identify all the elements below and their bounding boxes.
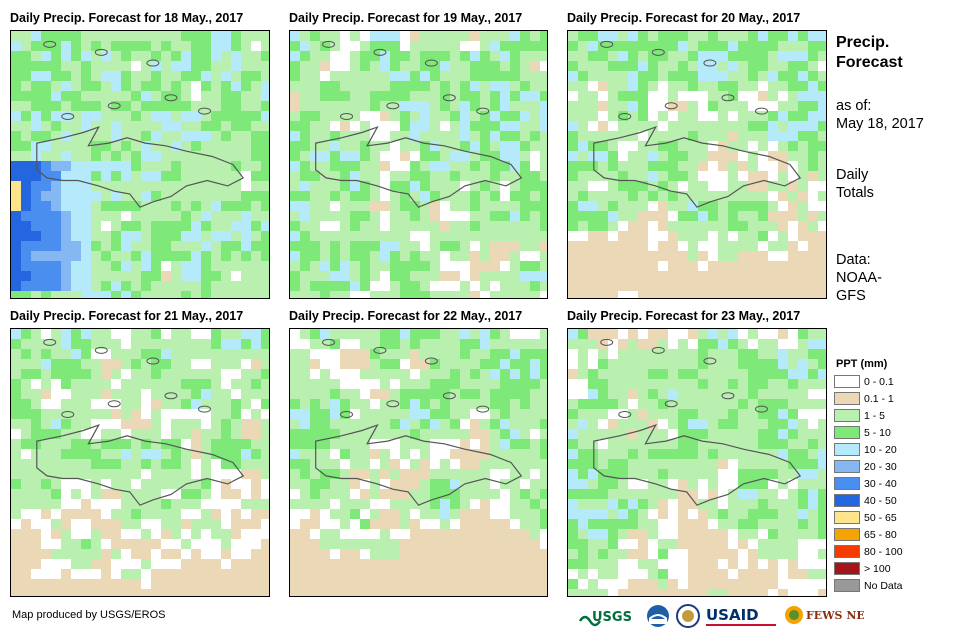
coastline xyxy=(315,424,523,506)
legend-item: 5 - 10 xyxy=(834,424,934,441)
panel-title-4: Daily Precip. Forecast for 21 May., 2017 xyxy=(10,309,244,323)
usaid-logo: USAID xyxy=(706,606,776,626)
svg-text:FEWS NET: FEWS NET xyxy=(806,609,864,622)
svg-text:USAID: USAID xyxy=(706,606,759,624)
panel-title-6: Daily Precip. Forecast for 23 May., 2017 xyxy=(567,309,801,323)
legend-label: No Data xyxy=(864,579,903,592)
legend-swatch xyxy=(834,528,860,541)
panel-title-3: Daily Precip. Forecast for 20 May., 2017 xyxy=(567,11,801,25)
legend-swatch xyxy=(834,494,860,507)
legend-title: PPT (mm) xyxy=(836,358,888,370)
legend-swatch xyxy=(834,375,860,388)
sidebar-title-line1: Precip. xyxy=(836,34,890,51)
legend-item: 0.1 - 1 xyxy=(834,390,934,407)
sidebar-title-line2: Forecast xyxy=(836,54,903,71)
legend: PPT (mm) 0 - 0.1 0.1 - 1 1 - 5 5 - 10 10 - 2… xyxy=(834,358,934,594)
forecast-map-2 xyxy=(289,30,548,299)
legend-item: > 100 xyxy=(834,560,934,577)
legend-item: 20 - 30 xyxy=(834,458,934,475)
legend-item: 0 - 0.1 xyxy=(834,373,934,390)
totals-line2: Totals xyxy=(836,185,874,201)
legend-swatch xyxy=(834,477,860,490)
as-of-label: as of: xyxy=(836,98,872,114)
totals-line1: Daily xyxy=(836,167,869,183)
legend-item: 65 - 80 xyxy=(834,526,934,543)
legend-label: 0.1 - 1 xyxy=(864,392,894,405)
panel-title-1: Daily Precip. Forecast for 18 May., 2017 xyxy=(10,11,244,25)
legend-label: 30 - 40 xyxy=(864,477,897,490)
precip-raster xyxy=(568,31,826,298)
panel-title-5: Daily Precip. Forecast for 22 May., 2017 xyxy=(289,309,523,323)
precip-raster xyxy=(11,329,269,596)
fews-net-logo: FEWS NET xyxy=(785,606,864,624)
legend-item: 10 - 20 xyxy=(834,441,934,458)
svg-text:USGS: USGS xyxy=(592,610,632,625)
forecast-map-1 xyxy=(10,30,270,299)
legend-label: 50 - 65 xyxy=(864,511,897,524)
legend-swatch xyxy=(834,460,860,473)
panel-title-2: Daily Precip. Forecast for 19 May., 2017 xyxy=(289,11,523,25)
credit-text: Map produced by USGS/EROS xyxy=(12,609,166,621)
dos-seal-logo xyxy=(676,604,700,628)
legend-swatch xyxy=(834,426,860,439)
forecast-map-3 xyxy=(567,30,827,299)
legend-rows: 0 - 0.1 0.1 - 1 1 - 5 5 - 10 10 - 20 20 - 30 3… xyxy=(834,373,934,594)
legend-swatch xyxy=(834,579,860,592)
legend-swatch xyxy=(834,443,860,456)
coastline xyxy=(315,126,523,208)
legend-item: 30 - 40 xyxy=(834,475,934,492)
legend-swatch xyxy=(834,511,860,524)
as-of-value: May 18, 2017 xyxy=(836,116,924,132)
legend-swatch xyxy=(834,545,860,558)
legend-item: 1 - 5 xyxy=(834,407,934,424)
sidebar-title: Precip. Forecast xyxy=(836,33,903,73)
legend-label: 65 - 80 xyxy=(864,528,897,541)
legend-label: 10 - 20 xyxy=(864,443,897,456)
legend-label: 5 - 10 xyxy=(864,426,891,439)
usgs-logo: USGS xyxy=(578,610,632,627)
precip-raster xyxy=(11,31,269,298)
forecast-map-6 xyxy=(567,328,827,597)
legend-label: > 100 xyxy=(864,562,891,575)
coastline xyxy=(36,126,245,208)
legend-label: 0 - 0.1 xyxy=(864,375,894,388)
coastline xyxy=(36,424,245,506)
legend-label: 20 - 30 xyxy=(864,460,897,473)
forecast-map-5 xyxy=(289,328,548,597)
precip-raster xyxy=(290,329,547,596)
forecast-map-4 xyxy=(10,328,270,597)
coastline xyxy=(593,126,802,208)
legend-swatch xyxy=(834,392,860,405)
precip-raster xyxy=(290,31,547,298)
legend-swatch xyxy=(834,409,860,422)
as-of-date: as of: May 18, 2017 xyxy=(836,97,924,133)
legend-item: 80 - 100 xyxy=(834,543,934,560)
data-source-line3: GFS xyxy=(836,288,866,304)
legend-swatch xyxy=(834,562,860,575)
coastline xyxy=(593,424,802,506)
legend-item: 50 - 65 xyxy=(834,509,934,526)
legend-label: 80 - 100 xyxy=(864,545,903,558)
legend-item: No Data xyxy=(834,577,934,594)
legend-label: 1 - 5 xyxy=(864,409,886,422)
legend-item: 40 - 50 xyxy=(834,492,934,509)
legend-label: 40 - 50 xyxy=(864,494,897,507)
totals-label: Daily Totals xyxy=(836,166,874,202)
partner-logos: USGS USAID FEWS NET xyxy=(578,600,864,632)
data-source-line2: NOAA- xyxy=(836,270,882,286)
data-source: Data: NOAA- GFS xyxy=(836,251,882,305)
data-source-line1: Data: xyxy=(836,252,871,268)
noaa-logo xyxy=(647,605,669,627)
precip-raster xyxy=(568,329,826,596)
